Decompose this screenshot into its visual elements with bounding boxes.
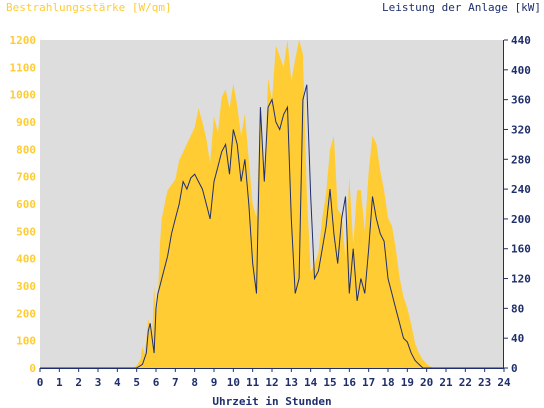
left-tick-label: 800 [16,143,36,156]
x-tick-label: 21 [439,376,453,389]
x-tick-label: 18 [381,376,394,389]
right-tick-label: 120 [511,273,531,286]
right-tick-label: 360 [511,94,531,107]
left-tick-label: 200 [16,307,36,320]
right-tick-label: 440 [511,34,531,47]
power-line [40,84,504,369]
x-tick-label: 1 [56,376,63,389]
left-tick-label: 100 [16,335,36,348]
left-tick-label: 1100 [10,61,37,74]
right-tick-label: 240 [511,183,531,196]
x-tick-label: 3 [95,376,102,389]
x-tick-label: 0 [37,376,44,389]
right-tick-label: 400 [511,64,531,77]
x-tick-label: 16 [343,376,357,389]
left-tick-label: 900 [16,116,36,129]
x-axis-title: Uhrzeit in Stunden [212,395,331,408]
x-tick-label: 17 [362,376,375,389]
x-tick-label: 9 [211,376,218,389]
x-tick-label: 14 [304,376,318,389]
x-tick-label: 15 [323,376,336,389]
right-tick-label: 320 [511,123,531,136]
right-tick-label: 160 [511,243,531,256]
x-tick-label: 5 [133,376,140,389]
left-tick-label: 1200 [10,34,37,47]
left-tick-label: 1000 [10,89,37,102]
irradiance-area [40,40,504,368]
x-tick-label: 2 [75,376,82,389]
left-tick-label: 600 [16,198,36,211]
left-tick-label: 300 [16,280,36,293]
left-tick-label: 700 [16,171,36,184]
x-tick-label: 24 [497,376,511,389]
x-tick-label: 10 [227,376,240,389]
left-axis-ticks: 0 100 200 300 400 500 600 700 800 900 1000 1100 1200 [10,34,37,375]
right-tick-label: 280 [511,153,531,166]
x-tick-label: 12 [265,376,278,389]
left-tick-label: 0 [29,362,36,375]
right-axis-title: Leistung der Anlage [kW] [382,1,541,14]
power-series [40,84,504,369]
x-axis-ticks: 0 1 2 3 4 5 6 7 8 9 10 11 12 13 14 15 16 17 18 19 20 21 22 23 24 [37,368,511,389]
x-tick-label: 19 [401,376,414,389]
right-tick-label: 0 [511,362,518,375]
right-tick-label: 200 [511,213,531,226]
irradiance-series [40,40,504,368]
left-tick-label: 500 [16,225,36,238]
right-tick-label: 80 [511,302,524,315]
x-tick-label: 8 [191,376,198,389]
x-tick-label: 20 [420,376,433,389]
left-axis-title: Bestrahlungsstärke [W/qm] [6,1,172,14]
x-tick-label: 22 [459,376,472,389]
x-tick-label: 13 [285,376,298,389]
x-tick-label: 11 [246,376,260,389]
right-tick-label: 40 [511,332,524,345]
x-tick-label: 6 [153,376,160,389]
right-axis-ticks: 0 40 80 120 160 200 240 280 320 360 400 440 [504,34,531,375]
x-tick-label: 7 [172,376,179,389]
x-tick-label: 4 [114,376,121,389]
left-tick-label: 400 [16,253,36,266]
x-tick-label: 23 [478,376,491,389]
